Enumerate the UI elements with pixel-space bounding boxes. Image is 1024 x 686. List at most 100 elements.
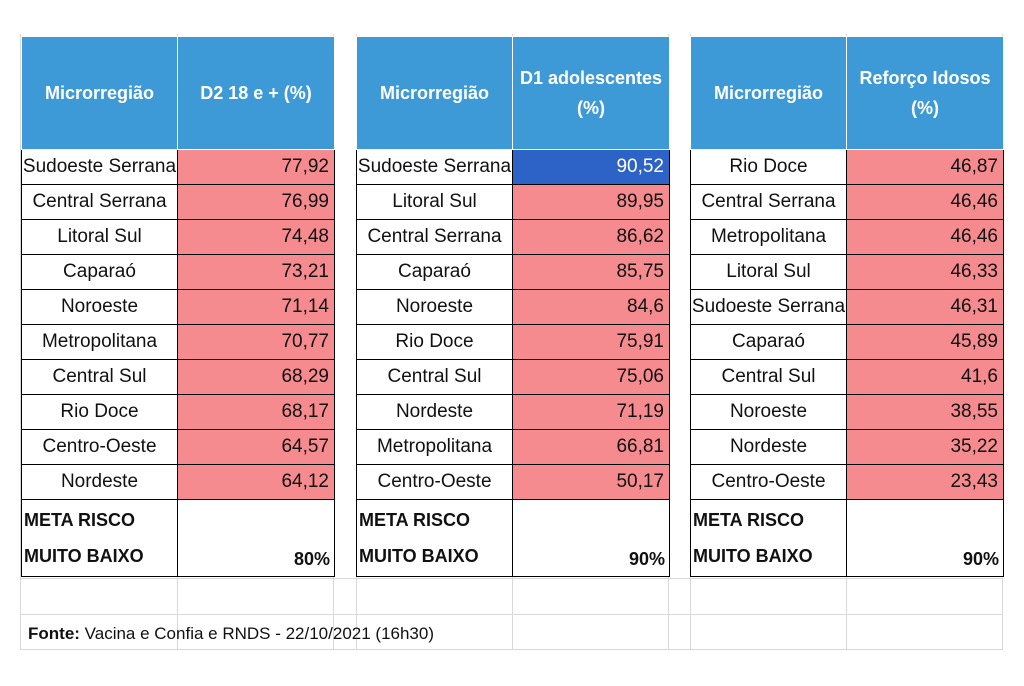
table-row: Centro-Oeste 23,43: [690, 464, 1004, 500]
region-cell: Noroeste: [21, 289, 178, 325]
table-row: Noroeste 71,14: [21, 289, 335, 325]
value-cell: 70,77: [177, 324, 335, 360]
column-header-region: Microrregião: [690, 36, 847, 150]
table-row: Nordeste 71,19: [356, 394, 670, 430]
region-cell: Central Serrana: [690, 184, 847, 220]
value-cell: 41,6: [846, 359, 1004, 395]
value-cell: 68,17: [177, 394, 335, 430]
meta-row: META RISCO MUITO BAIXO 90%: [356, 499, 670, 577]
table-row: Nordeste 64,12: [21, 464, 335, 500]
value-cell: 75,06: [512, 359, 670, 395]
meta-row: META RISCO MUITO BAIXO 90%: [690, 499, 1004, 577]
value-cell: 68,29: [177, 359, 335, 395]
value-cell: 46,46: [846, 219, 1004, 255]
region-cell: Litoral Sul: [690, 254, 847, 290]
table-row: Centro-Oeste 64,57: [21, 429, 335, 465]
column-header-region: Microrregião: [356, 36, 513, 150]
table-row: Rio Doce 75,91: [356, 324, 670, 360]
region-cell: Nordeste: [690, 429, 847, 465]
meta-value: 90%: [512, 499, 670, 577]
value-cell: 74,48: [177, 219, 335, 255]
table-row: Centro-Oeste 50,17: [356, 464, 670, 500]
table-row: Rio Doce 46,87: [690, 149, 1004, 185]
value-cell: 77,92: [177, 149, 335, 185]
value-cell: 86,62: [512, 219, 670, 255]
region-cell: Caparaó: [690, 324, 847, 360]
value-cell: 46,33: [846, 254, 1004, 290]
region-cell: Nordeste: [356, 394, 513, 430]
value-cell: 75,91: [512, 324, 670, 360]
region-cell: Sudoeste Serrana: [690, 289, 847, 325]
table-row: Metropolitana 70,77: [21, 324, 335, 360]
region-cell: Metropolitana: [356, 429, 513, 465]
value-cell: 46,46: [846, 184, 1004, 220]
value-cell: 23,43: [846, 464, 1004, 500]
region-cell: Caparaó: [21, 254, 178, 290]
column-header-metric: D2 18 e + (%): [177, 36, 335, 150]
table-row: Litoral Sul 74,48: [21, 219, 335, 255]
meta-label: META RISCO MUITO BAIXO: [21, 499, 178, 577]
region-cell: Litoral Sul: [21, 219, 178, 255]
region-cell: Central Serrana: [21, 184, 178, 220]
region-cell: Central Sul: [21, 359, 178, 395]
region-cell: Rio Doce: [356, 324, 513, 360]
column-header-metric: Reforço Idosos (%): [846, 36, 1004, 150]
region-cell: Centro-Oeste: [690, 464, 847, 500]
region-cell: Rio Doce: [690, 149, 847, 185]
region-cell: Litoral Sul: [356, 184, 513, 220]
value-cell: 85,75: [512, 254, 670, 290]
table-row: Central Sul 68,29: [21, 359, 335, 395]
table-row: Nordeste 35,22: [690, 429, 1004, 465]
region-cell: Centro-Oeste: [356, 464, 513, 500]
region-cell: Sudoeste Serrana: [356, 149, 513, 185]
value-cell-highlighted: 90,52: [512, 149, 670, 185]
value-cell: 89,95: [512, 184, 670, 220]
value-cell: 45,89: [846, 324, 1004, 360]
table-row: Noroeste 84,6: [356, 289, 670, 325]
region-cell: Metropolitana: [21, 324, 178, 360]
table-row: Sudoeste Serrana 90,52: [356, 149, 670, 185]
region-cell: Central Serrana: [356, 219, 513, 255]
value-cell: 71,19: [512, 394, 670, 430]
source-label: Fonte:: [28, 624, 80, 643]
table-row: Litoral Sul 89,95: [356, 184, 670, 220]
table-row: Sudoeste Serrana 46,31: [690, 289, 1004, 325]
table-row: Metropolitana 46,46: [690, 219, 1004, 255]
table-d2-adults: Microrregião D2 18 e + (%) Sudoeste Serr…: [21, 36, 335, 577]
region-cell: Central Sul: [356, 359, 513, 395]
table-row: Caparaó 45,89: [690, 324, 1004, 360]
region-cell: Central Sul: [690, 359, 847, 395]
value-cell: 46,31: [846, 289, 1004, 325]
value-cell: 64,12: [177, 464, 335, 500]
table-row: Sudoeste Serrana 77,92: [21, 149, 335, 185]
value-cell: 64,57: [177, 429, 335, 465]
table-row: Caparaó 73,21: [21, 254, 335, 290]
value-cell: 76,99: [177, 184, 335, 220]
column-header-region: Microrregião: [21, 36, 178, 150]
table-row: Noroeste 38,55: [690, 394, 1004, 430]
region-cell: Nordeste: [21, 464, 178, 500]
value-cell: 38,55: [846, 394, 1004, 430]
value-cell: 46,87: [846, 149, 1004, 185]
region-cell: Rio Doce: [21, 394, 178, 430]
table-row: Central Serrana 86,62: [356, 219, 670, 255]
region-cell: Noroeste: [690, 394, 847, 430]
column-header-metric: D1 adolescentes (%): [512, 36, 670, 150]
value-cell: 84,6: [512, 289, 670, 325]
value-cell: 35,22: [846, 429, 1004, 465]
region-cell: Centro-Oeste: [21, 429, 178, 465]
table-d1-adolescents: Microrregião D1 adolescentes (%) Sudoest…: [356, 36, 670, 577]
table-row: Metropolitana 66,81: [356, 429, 670, 465]
table-row: Central Sul 75,06: [356, 359, 670, 395]
source-text: Vacina e Confia e RNDS - 22/10/2021 (16h…: [79, 624, 434, 643]
meta-value: 90%: [846, 499, 1004, 577]
table-row: Rio Doce 68,17: [21, 394, 335, 430]
region-cell: Sudoeste Serrana: [21, 149, 178, 185]
value-cell: 73,21: [177, 254, 335, 290]
value-cell: 66,81: [512, 429, 670, 465]
table-row: Caparaó 85,75: [356, 254, 670, 290]
value-cell: 50,17: [512, 464, 670, 500]
region-cell: Caparaó: [356, 254, 513, 290]
table-row: Central Serrana 46,46: [690, 184, 1004, 220]
meta-value: 80%: [177, 499, 335, 577]
